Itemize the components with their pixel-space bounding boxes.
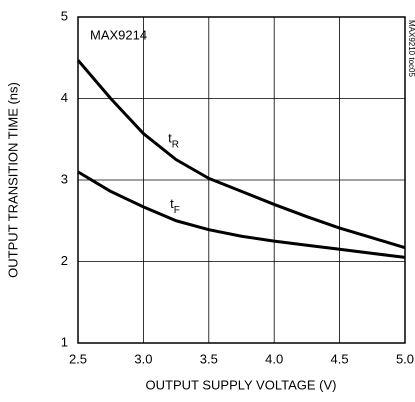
series-line	[76, 59, 406, 250]
x-tick-label: 4.5	[331, 351, 349, 366]
series-label-sub: R	[172, 139, 179, 150]
y-tick-label: 3	[61, 171, 68, 186]
y-tick-label: 1	[61, 334, 68, 349]
series-line	[77, 170, 406, 259]
series-label-main: t	[170, 196, 174, 211]
x-tick-label: 4.0	[265, 351, 283, 366]
x-axis-title: OUTPUT SUPPLY VOLTAGE (V)	[146, 377, 337, 392]
y-tick-label: 2	[61, 253, 68, 268]
y-axis-title: OUTPUT TRANSITION TIME (ns)	[5, 82, 20, 278]
series-label-sub: F	[174, 204, 180, 215]
y-tick-label: 5	[61, 8, 68, 23]
x-tick-label: 2.5	[69, 351, 87, 366]
x-tick-label: 3.5	[200, 351, 218, 366]
series-label: tF	[170, 196, 180, 215]
series-label-main: t	[168, 131, 172, 146]
x-tick-label: 3.0	[134, 351, 152, 366]
chart-title: MAX9214	[90, 27, 147, 42]
y-tick-label: 4	[61, 90, 68, 105]
x-tick-label: 5.0	[396, 351, 414, 366]
series-label: tR	[168, 131, 179, 150]
figure-note: MAX9210 toc05	[407, 20, 415, 77]
